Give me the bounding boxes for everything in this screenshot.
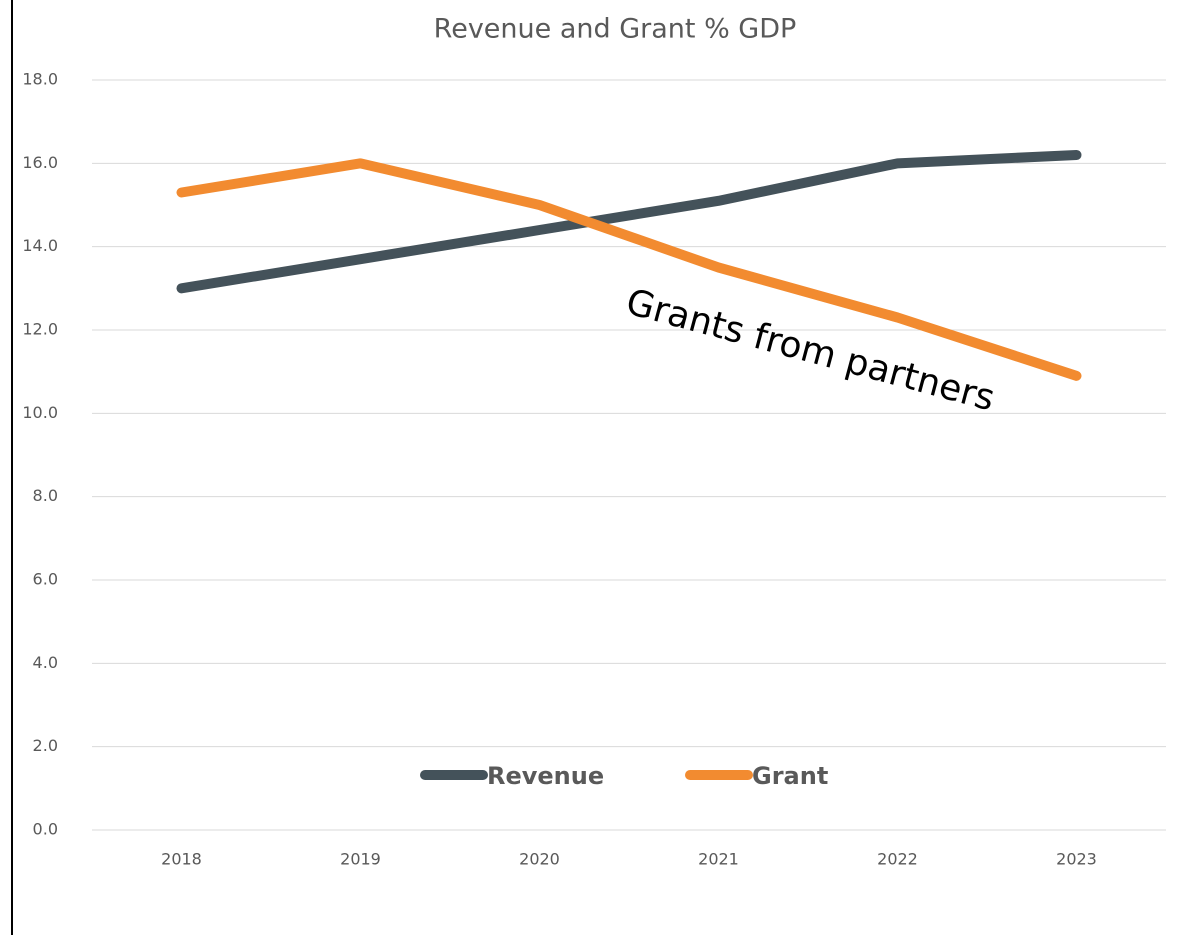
series-line — [176, 150, 1082, 294]
y-tick-label: 18.0 — [22, 70, 58, 89]
y-tick-label: 4.0 — [33, 653, 58, 672]
y-tick-label: 8.0 — [33, 486, 58, 505]
y-tick-label: 14.0 — [22, 236, 58, 255]
x-tick-label: 2021 — [698, 850, 739, 869]
legend-label: Revenue — [487, 762, 604, 790]
y-tick-label: 6.0 — [33, 570, 58, 589]
y-tick-label: 12.0 — [22, 320, 58, 339]
x-tick-label: 2020 — [519, 850, 560, 869]
y-tick-label: 10.0 — [22, 403, 58, 422]
y-tick-label: 2.0 — [33, 736, 58, 755]
x-tick-label: 2023 — [1056, 850, 1097, 869]
legend-label: Grant — [752, 762, 828, 790]
chart-title: Revenue and Grant % GDP — [434, 14, 797, 45]
y-tick-label: 16.0 — [22, 153, 58, 172]
annotation: Grants from partners — [622, 282, 999, 420]
x-tick-label: 2019 — [340, 850, 381, 869]
x-tick-label: 2022 — [877, 850, 918, 869]
x-tick-label: 2018 — [161, 850, 202, 869]
series-line — [176, 158, 1082, 381]
y-tick-label: 0.0 — [33, 820, 58, 839]
